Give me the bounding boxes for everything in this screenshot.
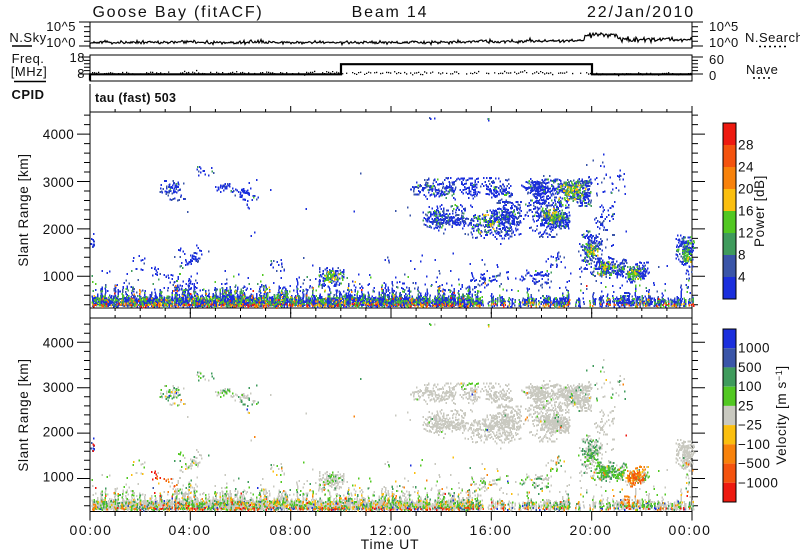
svg-text:N.Search: N.Search: [745, 30, 800, 45]
svg-text:−500: −500: [738, 456, 770, 471]
svg-text:22/Jan/2010: 22/Jan/2010: [587, 4, 695, 21]
svg-text:10^0: 10^0: [46, 35, 76, 50]
svg-text:2000: 2000: [43, 425, 74, 440]
svg-text:20:00: 20:00: [569, 522, 612, 538]
svg-text:2000: 2000: [43, 222, 74, 237]
svg-text:8: 8: [77, 66, 85, 81]
svg-text:Freq.: Freq.: [12, 51, 45, 66]
svg-text:−1000: −1000: [738, 475, 778, 490]
svg-text:3000: 3000: [43, 380, 74, 395]
svg-text:Time UT: Time UT: [361, 536, 420, 552]
svg-text:Slant Range [km]: Slant Range [km]: [16, 358, 31, 471]
svg-text:4000: 4000: [43, 336, 74, 351]
svg-text:500: 500: [738, 360, 762, 375]
svg-text:00:00: 00:00: [668, 522, 711, 538]
svg-text:1000: 1000: [43, 269, 74, 284]
svg-text:28: 28: [738, 138, 754, 153]
svg-text:16:00: 16:00: [469, 522, 512, 538]
svg-text:25: 25: [738, 398, 754, 413]
svg-text:Goose Bay (fitACF): Goose Bay (fitACF): [92, 4, 263, 21]
svg-text:00:00: 00:00: [69, 522, 112, 538]
svg-text:20: 20: [738, 182, 754, 197]
svg-text:4000: 4000: [43, 127, 74, 142]
svg-text:tau (fast) 503: tau (fast) 503: [95, 91, 176, 105]
svg-text:1000: 1000: [738, 341, 770, 356]
svg-text:10^5: 10^5: [709, 19, 739, 34]
svg-text:CPID: CPID: [11, 87, 44, 102]
svg-text:18: 18: [70, 50, 85, 65]
svg-text:−25: −25: [738, 418, 762, 433]
svg-text:Beam 14: Beam 14: [352, 4, 429, 21]
svg-text:12:00: 12:00: [369, 522, 412, 538]
svg-text:−100: −100: [738, 437, 770, 452]
svg-text:24: 24: [738, 160, 754, 175]
svg-text:04:00: 04:00: [168, 522, 211, 538]
svg-text:60: 60: [709, 52, 724, 67]
svg-text:100: 100: [738, 379, 762, 394]
svg-text:Slant Range [km]: Slant Range [km]: [16, 153, 31, 266]
svg-text:8: 8: [738, 248, 746, 263]
svg-text:Velocity [m s−1]: Velocity [m s−1]: [774, 365, 789, 464]
svg-text:[MHz]: [MHz]: [11, 64, 47, 79]
svg-text:0: 0: [709, 68, 717, 83]
svg-text:16: 16: [738, 204, 754, 219]
svg-text:N.Sky: N.Sky: [9, 30, 46, 45]
svg-text:4: 4: [738, 270, 746, 285]
svg-text:10^0: 10^0: [709, 35, 739, 50]
svg-text:3000: 3000: [43, 175, 74, 190]
svg-text:10^5: 10^5: [46, 19, 76, 34]
svg-text:Nave: Nave: [746, 62, 778, 77]
svg-text:1000: 1000: [43, 470, 74, 485]
svg-text:12: 12: [738, 226, 754, 241]
svg-text:Power [dB]: Power [dB]: [752, 175, 767, 247]
svg-text:08:00: 08:00: [269, 522, 312, 538]
